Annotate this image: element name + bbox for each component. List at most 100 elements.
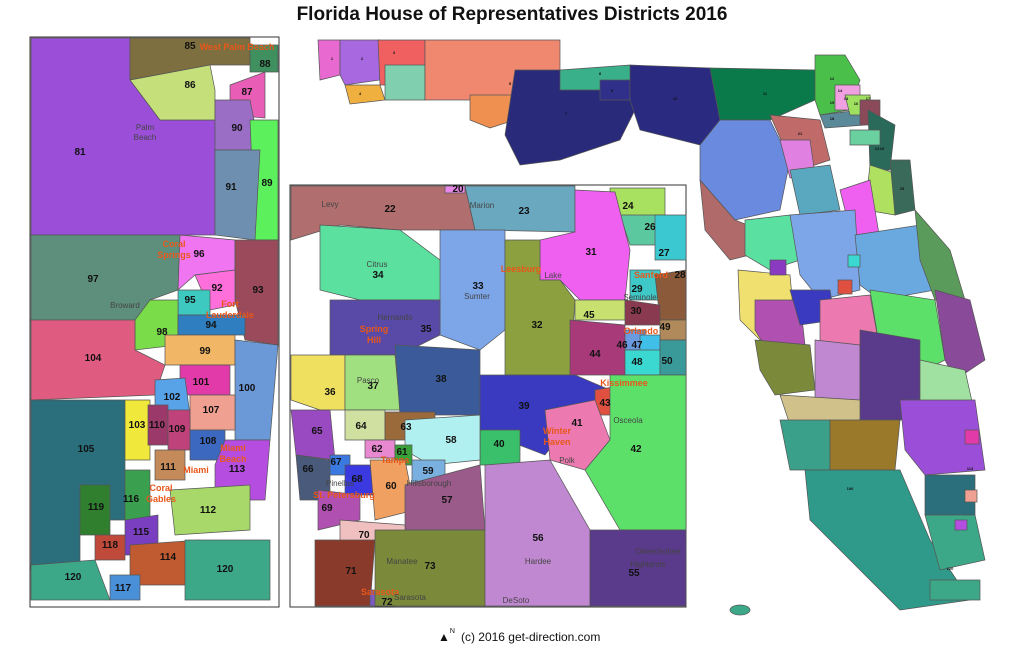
district-label: 47 [631,340,643,351]
district-label: 58 [445,435,457,446]
district-label: 120 [217,564,234,575]
city-label: Beach [219,454,246,464]
district-patch [847,254,861,268]
district-label: 16 [854,101,859,106]
district-label: 17 [866,96,871,101]
district-label: 25 [900,186,905,191]
district-label: 24 [875,146,880,151]
district-label: 107 [203,405,220,416]
district-label: 38 [435,374,447,385]
district-central-east-2 [854,224,936,301]
district-panhandle-b [384,64,426,101]
district-label: 95 [184,295,196,306]
district-1 [317,39,341,81]
city-label: Haven [543,437,570,447]
district-103 [124,399,151,461]
map-title: Florida House of Representatives Distric… [296,4,728,25]
district-19 [699,119,791,221]
district-112 [169,484,251,536]
district-label: 92 [211,283,223,294]
district-label: 49 [659,322,671,333]
county-label: Hernando [377,313,413,322]
city-label: Tampa [381,455,410,465]
district-label: 59 [422,466,434,477]
district-label: 73 [424,561,436,572]
district-label: 5 [509,81,512,86]
north-arrow-icon: ▲ [438,630,450,644]
district-label: 111 [160,462,176,473]
district-label: 48 [631,357,643,368]
credit-text: (c) 2016 get-direction.com [460,630,601,644]
district-label: 44 [589,349,601,360]
district-label: 108 [200,436,217,447]
district-55 [589,529,687,607]
district-label: 103 [129,420,146,431]
city-label: West Palm Beach [200,42,275,52]
district-label: 70 [358,530,370,541]
district-label: 90 [231,123,243,134]
district-11 [709,67,816,121]
district-label: 35 [420,324,432,335]
district-central-mid [789,209,861,301]
district-label: 45 [583,310,595,321]
district-label: 26 [644,222,656,233]
district-label: 87 [241,87,253,98]
district-label: 20 [452,184,464,195]
county-label: Sarasota [394,593,427,602]
district-label: 1 [331,56,334,61]
district-label: 89 [261,178,273,189]
county-label: Citrus [367,260,388,269]
city-label: St. Petersburg [313,490,375,500]
district-label: 11 [763,91,768,96]
district-label: 46 [616,340,628,351]
district-label: 27 [658,248,670,259]
district-label: 40 [493,439,505,450]
county-label: Highlands [630,560,666,569]
district-label: 120 [947,566,954,571]
district-label: 119 [88,502,105,513]
city-label: Springs [157,250,191,260]
city-label: Leesburg [501,264,542,274]
district-label: 28 [674,270,686,281]
county-label: Polk [559,456,576,465]
district-label: 91 [225,182,237,193]
district-label: 7 [565,111,568,116]
district-94 [177,314,246,336]
county-label: Sumter [464,292,490,301]
district-2 [339,39,381,86]
district-label: 32 [531,320,543,331]
district-label: 30 [630,306,642,317]
district-label: 105 [78,444,95,455]
district-label: 9 [611,88,614,93]
district-label: 3 [393,50,396,55]
city-label: Hill [367,335,381,345]
copyright-footer: ▲ N (c) 2016 get-direction.com [438,628,601,645]
county-label: Lake [544,271,562,280]
county-label: Osceola [613,416,643,425]
district-label: 4 [359,91,362,96]
district-hardee [814,339,861,401]
district-glades [829,419,901,471]
district-label: 12 [830,76,835,81]
district-label: 10 [673,96,678,101]
district-35 [329,299,441,356]
district-label: 81 [74,147,86,158]
district-label: 64 [355,421,367,432]
district-label: 43 [599,398,611,409]
city-label: Coral [162,239,185,249]
city-label: Fort [221,299,239,309]
district-label: 116 [123,494,140,505]
district-label: 117 [115,583,132,594]
district-label: 99 [199,346,211,357]
district-label: 19 [880,146,885,151]
district-label: 96 [193,249,205,260]
district-label: 106 [847,486,854,491]
city-label: Winter [543,426,571,436]
district-31 [539,189,631,301]
city-label: Spring [360,324,389,334]
district-118 [94,534,126,561]
district-label: 37 [367,381,379,392]
county-label: Manatee [386,557,418,566]
city-label: Miami [183,465,209,475]
